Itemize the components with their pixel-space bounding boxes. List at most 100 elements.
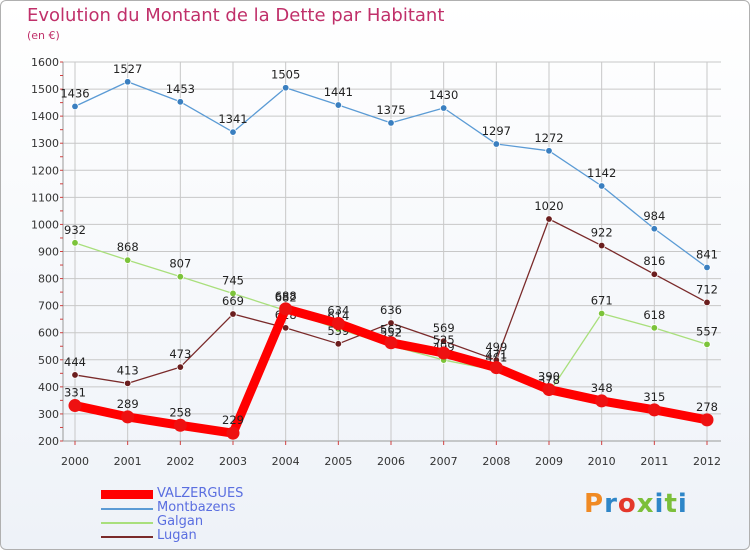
data-label-montbazens: 1527 — [113, 62, 142, 76]
data-point-valzergues — [437, 346, 451, 360]
y-tick-label: 500 — [38, 354, 59, 367]
data-point-lugan — [703, 298, 711, 307]
data-point-montbazens — [334, 101, 343, 109]
data-point-lugan — [123, 379, 132, 388]
data-label-lugan: 473 — [169, 347, 191, 361]
y-tick-label: 1300 — [31, 137, 59, 150]
legend-label-galgan: Galgan — [157, 514, 204, 529]
data-label-galgan: 618 — [643, 308, 665, 322]
legend-label-lugan: Lugan — [157, 528, 197, 543]
data-label-lugan: 444 — [64, 355, 86, 369]
data-label-valzergues: 525 — [433, 333, 455, 347]
data-point-valzergues — [647, 403, 661, 417]
data-point-galgan — [597, 309, 606, 318]
chart-title: Evolution du Montant de la Dette par Hab… — [27, 5, 445, 26]
data-label-montbazens: 841 — [696, 247, 718, 261]
data-label-montbazens: 1505 — [271, 68, 300, 82]
data-point-lugan — [176, 363, 185, 371]
x-tick-label: 2007 — [430, 455, 458, 468]
y-tick-label: 800 — [38, 273, 59, 286]
data-label-valzergues: 634 — [327, 304, 349, 318]
data-point-valzergues — [331, 317, 345, 331]
data-point-montbazens — [703, 263, 711, 272]
data-point-lugan — [439, 337, 448, 345]
x-tick-label: 2012 — [693, 455, 721, 468]
x-tick-label: 2006 — [377, 455, 405, 468]
data-point-montbazens — [650, 225, 659, 233]
data-label-montbazens: 1272 — [534, 131, 563, 145]
data-label-galgan: 868 — [117, 240, 139, 254]
y-tick-label: 1000 — [31, 218, 59, 231]
x-tick-label: 2005 — [324, 455, 352, 468]
data-point-valzergues — [700, 413, 714, 427]
logo-letter: x — [636, 489, 655, 519]
data-label-lugan: 816 — [643, 254, 665, 268]
data-label-galgan: 745 — [222, 273, 244, 287]
x-tick-label: 2003 — [219, 455, 247, 468]
data-label-lugan: 669 — [222, 294, 244, 308]
legend-swatch-galgan — [101, 522, 153, 524]
data-point-montbazens — [387, 119, 395, 127]
data-label-montbazens: 1453 — [166, 82, 195, 96]
y-tick-label: 400 — [38, 381, 59, 394]
logo-letter: i — [677, 489, 688, 519]
data-point-lugan — [545, 215, 553, 223]
data-point-valzergues — [173, 418, 187, 432]
data-point-montbazens — [545, 147, 553, 155]
data-point-montbazens — [492, 140, 501, 148]
legend-swatch-lugan — [101, 536, 153, 538]
data-point-montbazens — [123, 78, 132, 86]
logo-letter: i — [654, 489, 665, 519]
x-tick-label: 2004 — [272, 455, 300, 468]
chart-subtitle: (en €) — [27, 29, 60, 42]
data-label-lugan: 499 — [485, 340, 507, 354]
data-label-montbazens: 1430 — [429, 88, 458, 102]
data-point-lugan — [229, 310, 237, 318]
data-label-montbazens: 1441 — [324, 85, 353, 99]
data-point-lugan — [650, 270, 659, 278]
data-label-montbazens: 1297 — [482, 124, 511, 138]
data-label-montbazens: 1375 — [376, 103, 405, 117]
data-label-montbazens: 984 — [643, 209, 665, 223]
data-point-galgan — [71, 239, 79, 247]
data-point-valzergues — [489, 361, 503, 375]
y-tick-label: 1500 — [31, 83, 59, 96]
y-tick-label: 600 — [38, 327, 59, 340]
data-label-galgan: 682 — [275, 291, 297, 305]
data-point-montbazens — [176, 98, 185, 106]
y-tick-label: 200 — [38, 435, 59, 448]
data-label-valzergues: 278 — [696, 400, 718, 414]
data-point-lugan — [71, 371, 79, 379]
data-point-lugan — [334, 340, 343, 348]
data-label-valzergues: 471 — [485, 348, 507, 362]
logo-letter: o — [617, 489, 637, 519]
data-label-valzergues: 289 — [117, 397, 139, 411]
data-label-galgan: 557 — [696, 324, 718, 338]
data-label-lugan: 712 — [696, 282, 718, 296]
y-tick-label: 1400 — [31, 110, 59, 123]
data-point-valzergues — [279, 302, 293, 316]
data-point-valzergues — [121, 410, 135, 424]
data-point-galgan — [703, 340, 711, 349]
data-point-galgan — [123, 256, 132, 264]
data-label-valzergues: 331 — [64, 386, 86, 400]
y-tick-label: 1200 — [31, 164, 59, 177]
x-tick-label: 2000 — [61, 455, 89, 468]
x-tick-label: 2010 — [588, 455, 616, 468]
y-tick-label: 900 — [38, 246, 59, 259]
data-label-valzergues: 688 — [275, 289, 297, 303]
x-tick-label: 2002 — [166, 455, 194, 468]
data-point-montbazens — [597, 182, 606, 190]
y-tick-label: 300 — [38, 408, 59, 421]
data-label-valzergues: 229 — [222, 413, 244, 427]
data-label-montbazens: 1436 — [60, 86, 89, 100]
data-label-valzergues: 348 — [591, 381, 613, 395]
logo-letter: t — [664, 489, 678, 519]
data-label-montbazens: 1142 — [587, 166, 616, 180]
logo-letter: r — [604, 489, 618, 519]
y-tick-label: 700 — [38, 300, 59, 313]
x-tick-label: 2011 — [640, 455, 668, 468]
data-point-montbazens — [281, 84, 290, 92]
